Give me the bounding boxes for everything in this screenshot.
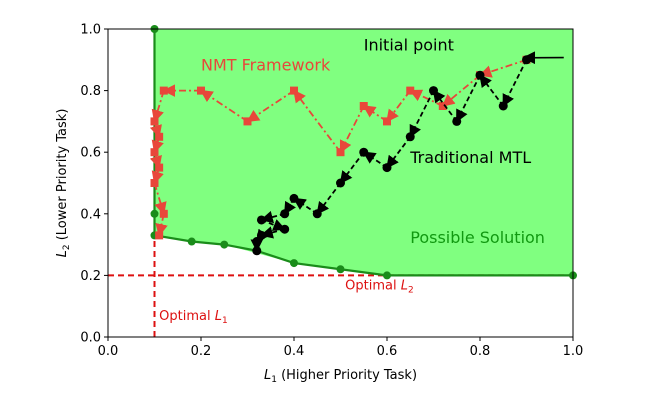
nmt-framework-point-4 bbox=[383, 117, 391, 126]
possible-solution-label: Possible Solution bbox=[410, 228, 545, 247]
nmt-framework-point-11 bbox=[150, 117, 159, 126]
axes-frame bbox=[107, 28, 574, 338]
y-axis-label-sub: 2 bbox=[62, 244, 72, 250]
traditional-mtl-point-10 bbox=[289, 193, 299, 203]
nmt-framework-point-9 bbox=[197, 86, 205, 95]
y-tick-label-3: 0.6 bbox=[80, 146, 101, 161]
x-tick-label-4: 0.8 bbox=[470, 344, 491, 359]
optimal-l2-text: Optimal bbox=[345, 278, 401, 293]
y-tick-label-0: 0.0 bbox=[80, 331, 101, 346]
x-axis-label-text: (Higher Priority Task) bbox=[277, 368, 417, 383]
x-axis-label: L1 (Higher Priority Task) bbox=[264, 368, 417, 385]
pareto-point-8 bbox=[336, 265, 345, 274]
nmt-framework-segment-3 bbox=[386, 90, 411, 123]
x-tick-label-5: 1.0 bbox=[563, 344, 584, 359]
nmt-framework-point-17 bbox=[155, 231, 164, 240]
traditional-mtl-segment-9 bbox=[292, 197, 318, 215]
nmt-framework-point-6 bbox=[336, 148, 345, 157]
pareto-point-2 bbox=[150, 209, 159, 218]
nmt-framework-label: NMT Framework bbox=[201, 56, 331, 75]
optimal-l1-sub: 1 bbox=[222, 316, 228, 326]
nmt-framework-point-8 bbox=[243, 117, 252, 126]
optimal-l2-symbol: L bbox=[401, 278, 408, 293]
pareto-point-9 bbox=[383, 271, 391, 280]
y-axis-label: L2 (Lower Priority Task) bbox=[55, 109, 72, 258]
nmt-framework-point-3 bbox=[406, 86, 415, 95]
nmt-framework-segment-8 bbox=[199, 89, 248, 123]
y-axis-label-symbol: L bbox=[55, 250, 70, 257]
traditional-mtl-point-0 bbox=[522, 55, 531, 65]
nmt-framework-point-5 bbox=[359, 102, 368, 110]
optimal-l1-text: Optimal bbox=[159, 309, 215, 324]
x-tick-label-2: 0.4 bbox=[284, 344, 305, 359]
traditional-mtl-segment-1 bbox=[479, 74, 504, 107]
nmt-framework-point-13 bbox=[150, 148, 159, 157]
y-tick-label-5: 1.0 bbox=[80, 23, 101, 38]
nmt-framework-segment-1 bbox=[441, 74, 481, 107]
y-axis-label-text: (Lower Priority Task) bbox=[55, 109, 70, 245]
traditional-mtl-label: Traditional MTL bbox=[409, 148, 531, 167]
pareto-point-5 bbox=[220, 240, 229, 249]
x-tick-label-1: 0.2 bbox=[191, 344, 212, 359]
traditional-mtl-point-16 bbox=[252, 246, 262, 256]
initial-point-label: Initial point bbox=[364, 36, 454, 55]
optimal-l2-label: Optimal L2 bbox=[345, 278, 414, 295]
y-tick-label-2: 0.4 bbox=[80, 207, 101, 222]
nmt-framework-point-15 bbox=[150, 179, 159, 187]
traditional-mtl-segment-3 bbox=[432, 89, 458, 122]
optimal-l1-symbol: L bbox=[215, 309, 222, 324]
traditional-mtl-point-7 bbox=[359, 147, 369, 157]
traditional-mtl-segment-4 bbox=[409, 90, 435, 138]
optimal-l1-label: Optimal L1 bbox=[159, 309, 228, 326]
pareto-point-7 bbox=[290, 259, 298, 268]
nmt-framework-segment-0 bbox=[478, 58, 527, 78]
pareto-point-4 bbox=[187, 237, 196, 246]
optimal-l2-sub: 2 bbox=[408, 285, 414, 295]
traditional-mtl-segment-6 bbox=[362, 151, 388, 169]
traditional-mtl-point-1 bbox=[498, 101, 508, 111]
traditional-mtl-point-8 bbox=[336, 178, 345, 188]
nmt-framework-point-10 bbox=[159, 86, 168, 95]
traditional-mtl-point-5 bbox=[405, 132, 415, 142]
nmt-framework-point-14 bbox=[155, 163, 164, 172]
traditional-mtl-segment-2 bbox=[455, 74, 481, 123]
y-tick-label-4: 0.8 bbox=[80, 84, 101, 99]
axis-ticks: 0.0 0.2 0.4 0.6 0.8 1.0 0.0 0.2 0.4 0.6 0.8 1.0 bbox=[80, 23, 583, 360]
traditional-mtl-segment-7 bbox=[339, 151, 365, 185]
traditional-mtl-segment-8 bbox=[316, 182, 342, 215]
traditional-mtl-segment-0 bbox=[502, 59, 528, 108]
x-axis-label-symbol: L bbox=[264, 368, 271, 383]
y-tick-label-1: 0.2 bbox=[80, 269, 101, 284]
traditional-mtl-point-4 bbox=[429, 86, 438, 96]
traditional-mtl-point-6 bbox=[382, 163, 392, 173]
traditional-mtl-point-14 bbox=[256, 230, 266, 240]
x-tick-label-0: 0.0 bbox=[98, 344, 119, 359]
nmt-framework-segment-15 bbox=[153, 182, 167, 216]
x-axis-label-sub: 1 bbox=[271, 375, 277, 385]
traditional-mtl-point-13 bbox=[280, 224, 290, 234]
traditional-mtl-point-2 bbox=[475, 70, 485, 80]
traditional-mtl-point-9 bbox=[312, 209, 322, 219]
x-tick-label-3: 0.6 bbox=[377, 344, 398, 359]
traditional-mtl-point-3 bbox=[452, 116, 462, 126]
nmt-framework-point-16 bbox=[159, 209, 168, 218]
nmt-framework-segment-5 bbox=[339, 105, 365, 154]
traditional-mtl-point-12 bbox=[256, 215, 266, 225]
nmt-framework-segment-6 bbox=[293, 89, 342, 153]
nmt-framework-point-12 bbox=[155, 132, 164, 141]
nmt-framework-point-7 bbox=[290, 86, 298, 95]
nmt-framework-point-2 bbox=[438, 102, 447, 110]
traditional-mtl-point-15 bbox=[252, 237, 262, 247]
nmt-framework-segment-10 bbox=[151, 90, 165, 123]
plot-area bbox=[107, 25, 577, 338]
traditional-mtl-point-11 bbox=[280, 209, 290, 219]
nmt-framework-segment-7 bbox=[246, 89, 295, 123]
traditional-mtl-segment-5 bbox=[386, 136, 411, 169]
